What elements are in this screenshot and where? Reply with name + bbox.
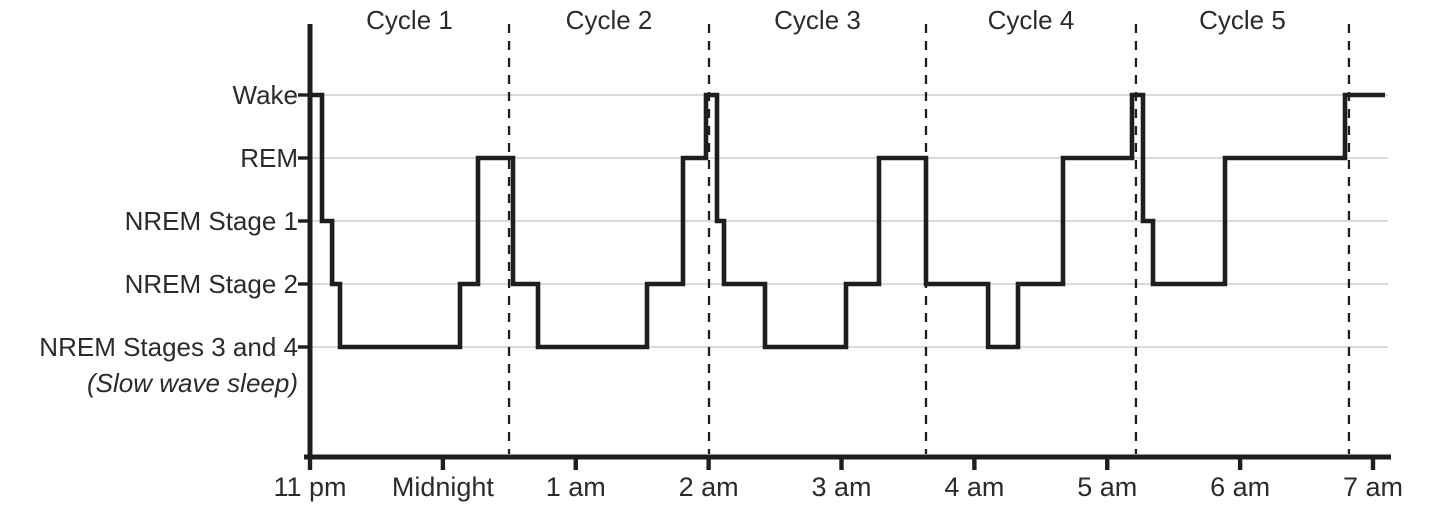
sleep-stage-line <box>310 92 1385 350</box>
stage-label-wake: Wake <box>233 80 299 110</box>
x-tick-label-6: 5 am <box>1077 472 1137 502</box>
stage-labels: Wake REM NREM Stage 1 NREM Stage 2 NREM Stag… <box>39 80 298 398</box>
slow-wave-sublabel: (Slow wave sleep) <box>87 368 298 398</box>
cycle-boundaries <box>507 24 1351 454</box>
x-axis-ticks <box>307 457 1376 470</box>
stage-label-n1: NREM Stage 1 <box>125 206 298 236</box>
cycle-label-1: Cycle 1 <box>366 5 453 35</box>
cycle-labels: Cycle 1 Cycle 2 Cycle 3 Cycle 4 Cycle 5 <box>366 5 1286 35</box>
cycle-label-4: Cycle 4 <box>988 5 1075 35</box>
stage-label-n34: NREM Stages 3 and 4 <box>39 332 298 362</box>
stage-label-n2: NREM Stage 2 <box>125 269 298 299</box>
x-tick-label-0: 11 pm <box>273 472 346 502</box>
y-axis-ticks <box>298 93 310 349</box>
stage-label-rem: REM <box>240 143 298 173</box>
x-tick-label-4: 3 am <box>811 472 871 502</box>
x-tick-label-2: 1 am <box>546 472 606 502</box>
cycle-label-3: Cycle 3 <box>774 5 861 35</box>
x-tick-label-8: 7 am <box>1343 472 1403 502</box>
cycle-label-5: Cycle 5 <box>1199 5 1286 35</box>
x-tick-label-1: Midnight <box>392 472 495 502</box>
x-tick-label-7: 6 am <box>1210 472 1270 502</box>
x-tick-label-5: 4 am <box>944 472 1004 502</box>
cycle-label-2: Cycle 2 <box>566 5 653 35</box>
x-tick-labels: 11 pm Midnight 1 am 2 am 3 am 4 am 5 am 6 am 7 a… <box>273 472 1403 502</box>
x-tick-label-3: 2 am <box>679 472 739 502</box>
